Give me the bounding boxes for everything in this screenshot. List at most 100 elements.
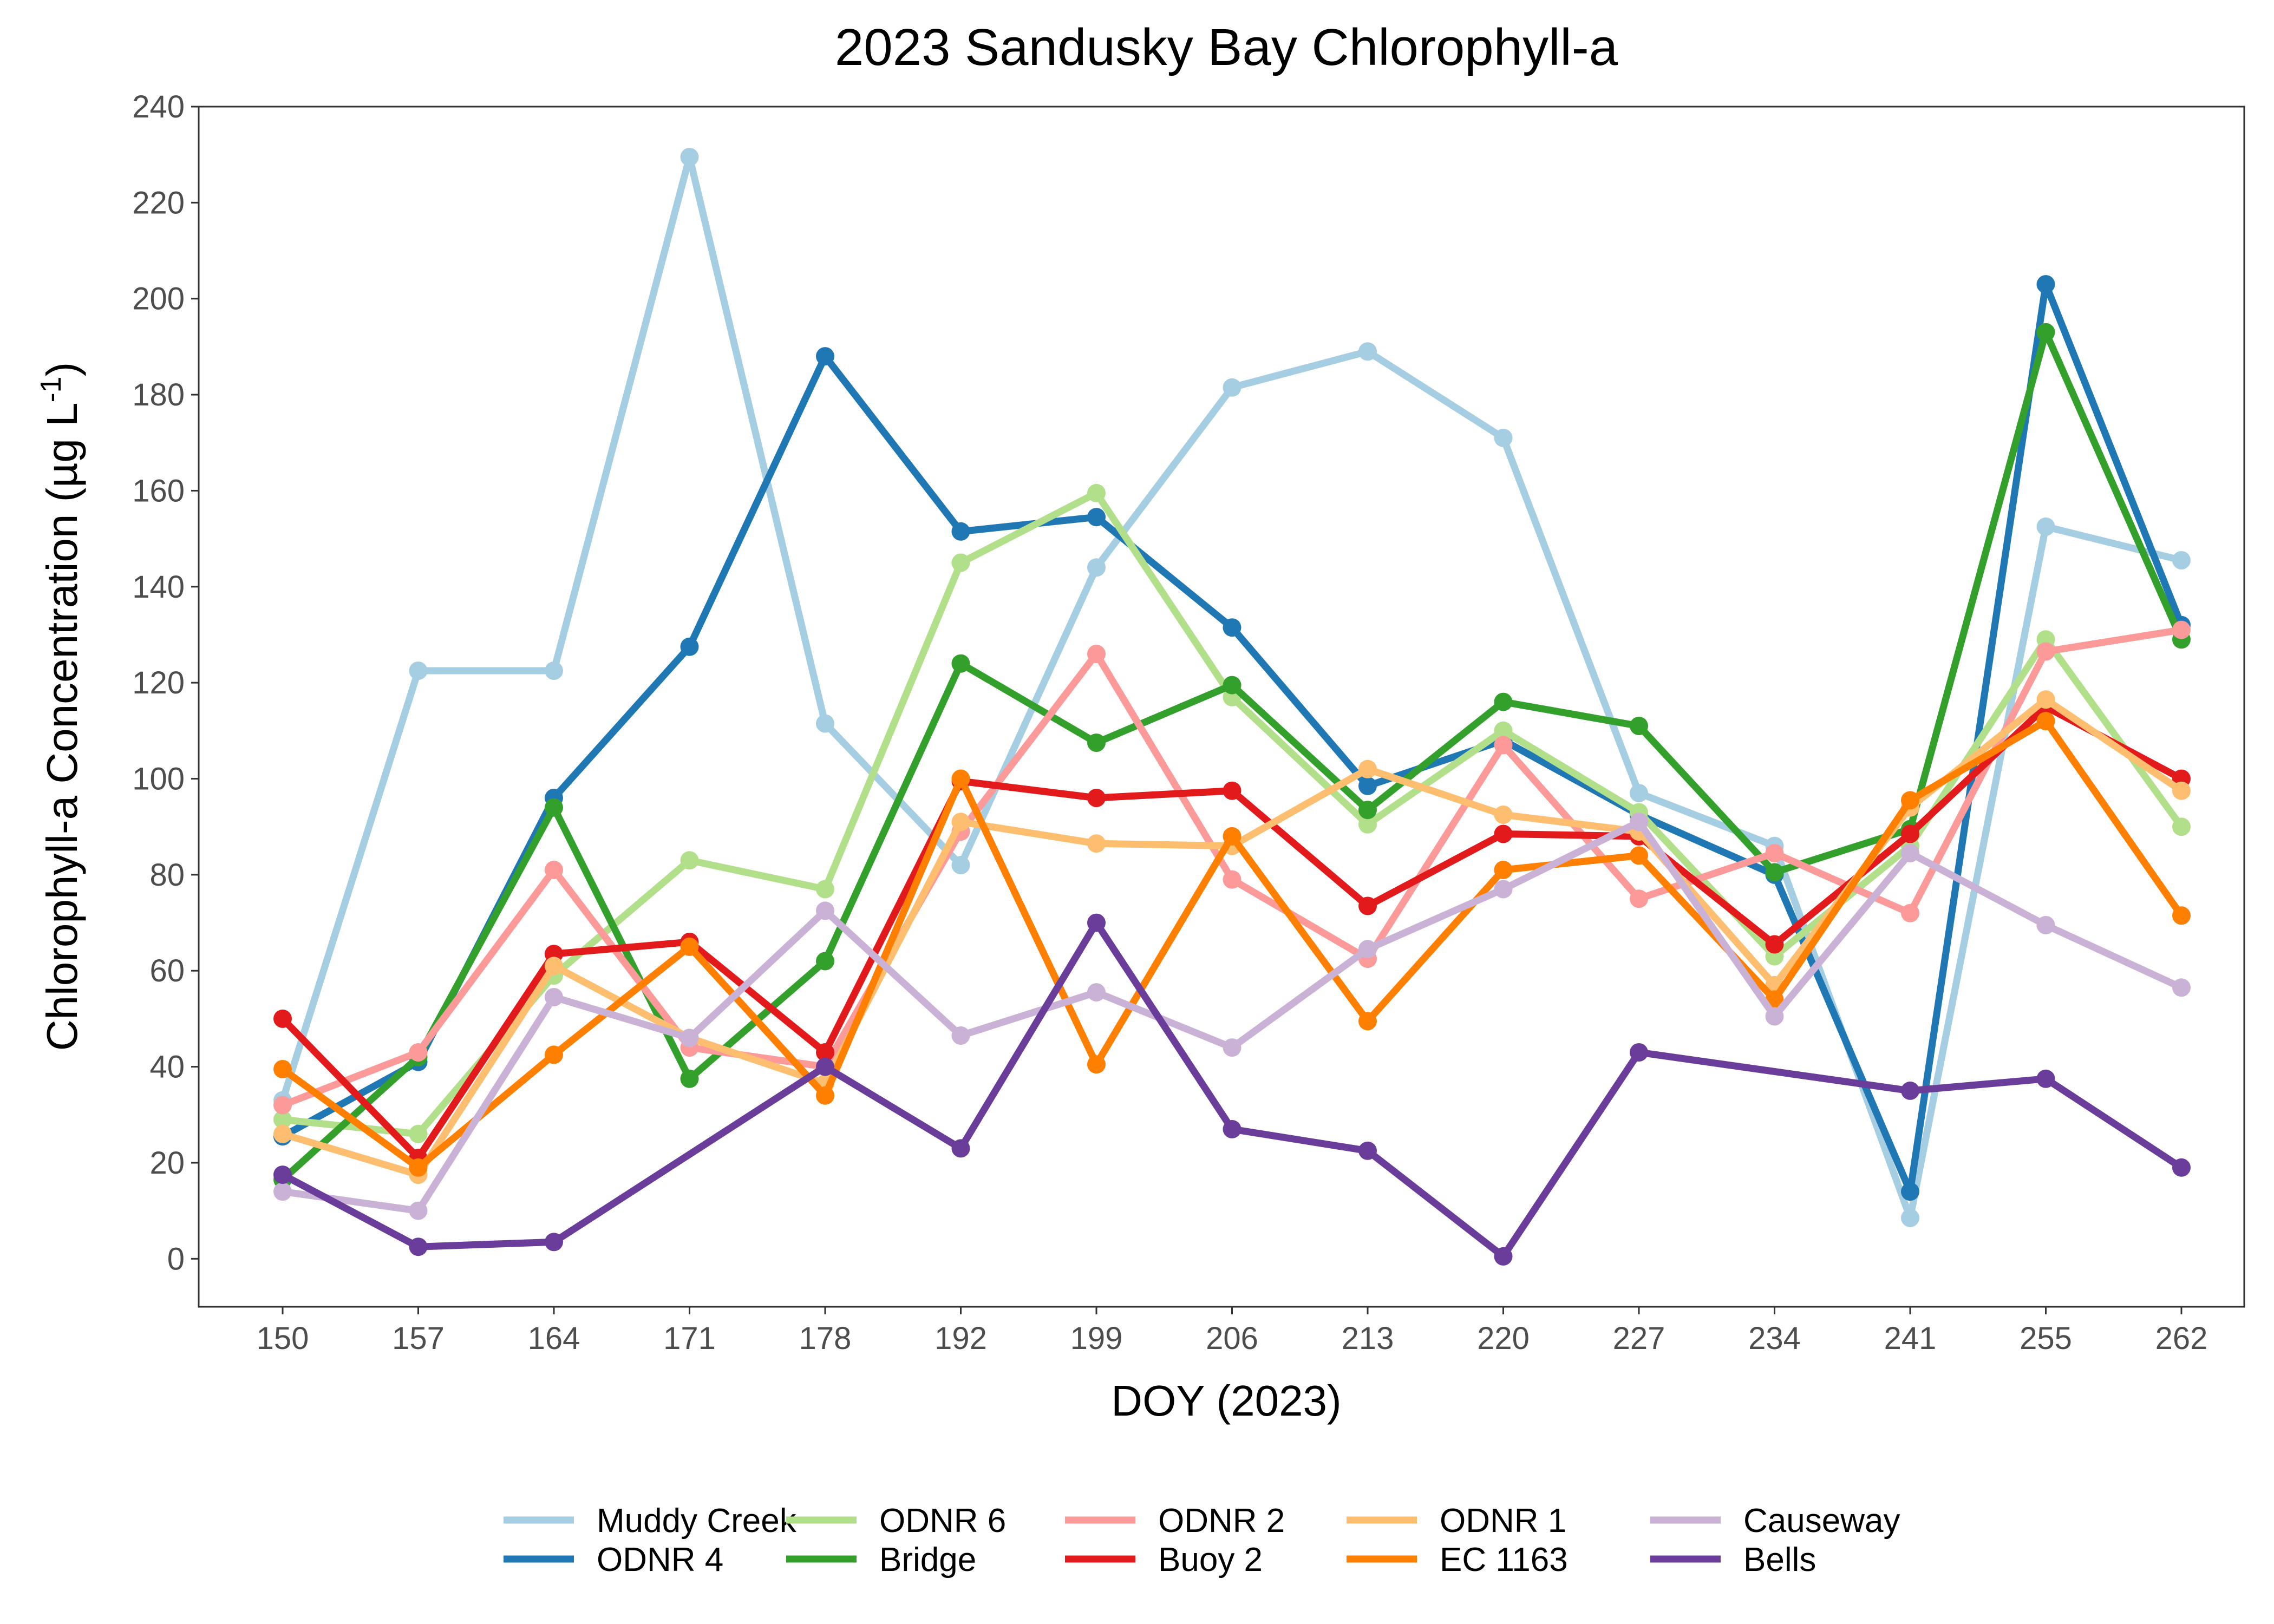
data-point: [816, 1086, 834, 1105]
data-point: [2172, 1158, 2191, 1177]
legend-label: Bells: [1743, 1541, 1816, 1579]
series-8: [273, 813, 2191, 1220]
data-point: [951, 813, 970, 831]
data-point: [816, 347, 834, 366]
data-point: [2172, 817, 2191, 836]
data-point: [1630, 889, 1648, 908]
x-tick-label: 234: [1748, 1321, 1801, 1356]
x-tick-label: 171: [663, 1321, 716, 1356]
x-tick-label: 164: [528, 1321, 580, 1356]
data-point: [951, 522, 970, 541]
data-point: [680, 148, 699, 167]
data-point: [1494, 806, 1513, 824]
y-axis: 0 20 40 60 80 100 120 140 160 180 200 220 240: [132, 89, 199, 1276]
data-point: [1358, 776, 1377, 795]
data-point: [1358, 1012, 1377, 1031]
data-point: [1901, 791, 1919, 810]
data-point: [1494, 736, 1513, 755]
data-point: [951, 1026, 970, 1045]
y-tick-label: 0: [167, 1241, 185, 1276]
legend-label: EC 1163: [1440, 1541, 1568, 1579]
x-tick-label: 227: [1613, 1321, 1665, 1356]
data-point: [545, 798, 563, 817]
data-point: [816, 901, 834, 920]
data-point: [816, 1043, 834, 1062]
data-point: [1223, 1038, 1241, 1057]
data-point: [1358, 940, 1377, 959]
series-9: [273, 913, 2191, 1266]
data-point: [2036, 712, 2055, 731]
data-point: [1223, 870, 1241, 889]
y-tick-label: 200: [132, 281, 185, 317]
data-point: [1630, 846, 1648, 865]
data-point: [409, 1237, 428, 1256]
data-point: [680, 851, 699, 870]
data-point: [1358, 1141, 1377, 1160]
legend-label: ODNR 1: [1440, 1502, 1566, 1540]
x-tick-label: 213: [1342, 1321, 1394, 1356]
data-point: [1087, 645, 1106, 663]
data-point: [1765, 935, 1784, 954]
x-tick-label: 241: [1884, 1321, 1937, 1356]
data-point: [1630, 717, 1648, 735]
data-point: [1087, 558, 1106, 577]
x-axis-title: DOY (2023): [1111, 1377, 1341, 1425]
data-point: [1358, 801, 1377, 820]
legend-label: Causeway: [1743, 1502, 1900, 1540]
y-tick-label: 180: [132, 377, 185, 412]
data-point: [1901, 1182, 1919, 1201]
data-point: [1223, 1119, 1241, 1138]
x-tick-label: 255: [2020, 1321, 2072, 1356]
data-point: [2036, 690, 2055, 709]
y-axis-title: Chlorophyll-a Concentration (µg L-1): [35, 362, 86, 1051]
data-point: [1087, 913, 1106, 932]
data-point: [273, 1182, 292, 1201]
series-7: [273, 712, 2191, 1177]
data-point: [2036, 275, 2055, 294]
data-point: [1494, 721, 1513, 740]
chart-title: 2023 Sandusky Bay Chlorophyll-a: [835, 18, 1618, 76]
data-point: [1358, 342, 1377, 361]
data-point: [2036, 323, 2055, 342]
data-point: [273, 1060, 292, 1078]
series-5: [273, 697, 2191, 1168]
data-point: [545, 662, 563, 680]
data-point: [545, 957, 563, 975]
legend-label: Muddy Creek: [597, 1502, 797, 1540]
data-point: [816, 714, 834, 733]
legend-label: ODNR 6: [879, 1502, 1006, 1540]
data-point: [1630, 1043, 1648, 1062]
data-point: [951, 553, 970, 572]
data-point: [2172, 781, 2191, 800]
legend-label: ODNR 4: [597, 1541, 723, 1579]
data-point: [2172, 978, 2191, 997]
data-point: [1087, 789, 1106, 807]
series-4: [273, 620, 2191, 1115]
x-tick-label: 262: [2155, 1321, 2208, 1356]
data-point: [273, 1110, 292, 1129]
data-point: [680, 1029, 699, 1047]
data-point: [951, 769, 970, 788]
data-point: [1494, 824, 1513, 843]
data-point: [1494, 428, 1513, 447]
data-point: [2172, 906, 2191, 925]
data-point: [273, 1165, 292, 1184]
data-point: [2036, 517, 2055, 536]
data-point: [816, 880, 834, 899]
data-point: [1765, 1007, 1784, 1026]
data-point: [1087, 508, 1106, 527]
data-point: [2036, 642, 2055, 661]
x-tick-label: 199: [1070, 1321, 1123, 1356]
data-point: [1765, 844, 1784, 862]
y-axis-title-close: ): [38, 362, 86, 377]
data-point: [1223, 781, 1241, 800]
data-point: [409, 662, 428, 680]
data-point: [545, 1045, 563, 1064]
legend-label: ODNR 2: [1158, 1502, 1285, 1540]
data-point: [1087, 834, 1106, 853]
x-tick-label: 192: [935, 1321, 987, 1356]
series-1: [273, 275, 2191, 1201]
data-point: [1630, 813, 1648, 831]
